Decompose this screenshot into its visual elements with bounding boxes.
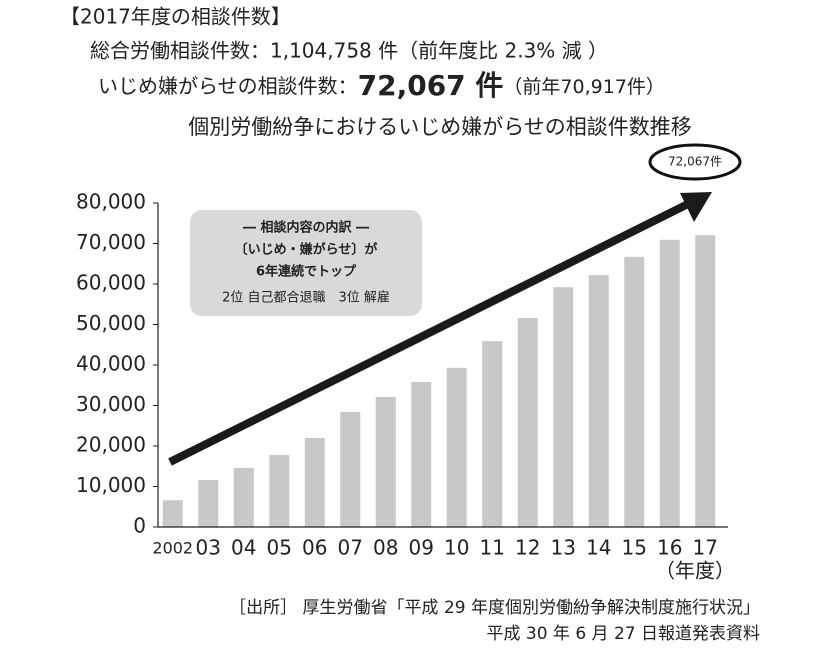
- bar: [553, 287, 574, 527]
- x-tick-label: 10: [444, 536, 469, 560]
- inset-line: ― 相談内容の内訳 ―: [243, 220, 369, 236]
- x-tick-label: 2002: [152, 539, 193, 558]
- x-tick-label: 08: [373, 536, 398, 560]
- callout-ellipse: [648, 143, 742, 181]
- heading: 【2017年度の相談件数】: [60, 5, 291, 29]
- bar: [198, 480, 219, 527]
- x-tick-label: 09: [409, 536, 434, 560]
- x-tick-label: 15: [622, 536, 647, 560]
- y-tick-label: 70,000: [76, 230, 146, 254]
- y-tick-label: 0: [133, 514, 146, 538]
- x-tick-label: 06: [302, 536, 327, 560]
- chart-title: 個別労働紛争におけるいじめ嫌がらせの相談件数推移: [188, 115, 692, 139]
- y-tick-label: 80,000: [76, 190, 146, 214]
- bar: [340, 411, 361, 527]
- inset-text: ― 相談内容の内訳 ― 〔いじめ・嫌がらせ〕が 6年連続でトップ 2位 自己都合…: [222, 220, 390, 306]
- x-tick-label: 13: [551, 536, 576, 560]
- y-tick-label: 40,000: [76, 352, 146, 376]
- trend-arrow: [168, 199, 692, 466]
- y-tick-label: 20,000: [76, 433, 146, 457]
- bar: [695, 235, 716, 527]
- bar: [233, 467, 254, 527]
- bar: [659, 239, 680, 528]
- bar: [624, 256, 645, 527]
- x-tick-label: 17: [693, 536, 718, 560]
- summary-harassment: いじめ嫌がらせの相談件数：72,067 件（前年70,917件）: [98, 69, 665, 102]
- source: 平成 30 年 6 月 27 日報道発表資料: [486, 624, 760, 644]
- trend-arrowhead: [680, 192, 712, 222]
- bar: [517, 318, 538, 527]
- summary-label: いじめ嫌がらせの相談件数：: [98, 74, 358, 98]
- y-tick-label: 50,000: [76, 311, 146, 335]
- summary-previous: （前年70,917件）: [503, 76, 664, 98]
- bar: [411, 382, 432, 527]
- x-unit: （年度）: [655, 559, 735, 583]
- y-tick-label: 10,000: [76, 473, 146, 497]
- y-tick-label: 30,000: [76, 392, 146, 416]
- y-tick-label: 60,000: [76, 271, 146, 295]
- bar: [269, 454, 290, 527]
- x-tick-label: 14: [586, 536, 611, 560]
- x-tick-label: 07: [338, 536, 363, 560]
- x-tick-label: 16: [657, 536, 682, 560]
- inset-line: 2位 自己都合退職 3位 解雇: [222, 290, 390, 306]
- inset-line: 6年連続でトップ: [256, 264, 357, 280]
- source: ［出所］ 厚生労働省「平成 29 年度個別労働紛争解決制度施行状況」: [229, 598, 760, 618]
- x-tick-label: 05: [267, 536, 292, 560]
- bar: [482, 341, 503, 527]
- bar: [304, 437, 325, 527]
- x-tick-label: 03: [196, 536, 221, 560]
- summary-value: 72,067 件: [358, 69, 504, 102]
- bar: [162, 500, 183, 527]
- callout: 72,067件: [668, 155, 722, 169]
- bar: [446, 367, 467, 527]
- bar: [375, 396, 396, 527]
- x-tick-label: 04: [231, 536, 256, 560]
- inset-line: 〔いじめ・嫌がらせ〕が: [235, 242, 378, 258]
- inset-box: [190, 210, 422, 316]
- x-tick-label: 11: [480, 536, 505, 560]
- x-tick-label: 12: [515, 536, 540, 560]
- bar: [588, 275, 609, 527]
- summary-total: 総合労働相談件数：1,104,758 件（前年度比 2.3% 減 ）: [90, 39, 608, 63]
